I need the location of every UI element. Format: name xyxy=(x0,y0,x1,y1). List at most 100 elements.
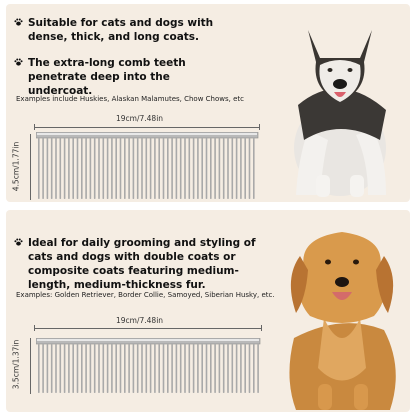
comb-image xyxy=(36,338,261,393)
comb-tooth xyxy=(218,344,221,393)
comb-tooth xyxy=(154,344,156,393)
comb-tooth xyxy=(192,138,195,199)
product-panel-long-coat: Suitable for cats and dogs with dense, t… xyxy=(6,4,410,202)
golden-retriever-photo xyxy=(289,232,396,410)
feature-bullet: The extra-long comb teeth penetrate deep… xyxy=(14,56,224,98)
comb-tooth xyxy=(175,138,178,199)
comb-tooth xyxy=(93,344,96,393)
comb-tooth xyxy=(72,138,74,199)
comb-tooth xyxy=(218,138,221,199)
feature-bullet: Suitable for cats and dogs with dense, t… xyxy=(14,16,224,44)
comb-tooth xyxy=(119,138,122,199)
comb-tooth xyxy=(184,344,186,393)
breed-examples: Examples include Huskies, Alaskan Malamu… xyxy=(16,95,244,103)
comb-tooth xyxy=(248,344,251,393)
comb-tooth xyxy=(149,138,152,199)
comb-tooth xyxy=(158,344,160,393)
comb-tooth xyxy=(205,344,208,393)
comb-tooth xyxy=(89,344,92,393)
comb-tooth xyxy=(68,344,70,393)
breed-examples: Examples: Golden Retriever, Border Colli… xyxy=(16,291,275,299)
feature-bullet: Ideal for daily grooming and styling of … xyxy=(14,236,274,292)
comb-tooth xyxy=(197,138,199,199)
comb-tooth xyxy=(72,344,74,393)
comb-tooth xyxy=(214,344,216,393)
comb-tooth xyxy=(141,138,143,199)
comb-tooth xyxy=(244,138,246,199)
comb-tooth xyxy=(192,344,195,393)
comb-tooth xyxy=(253,138,255,199)
comb-spine-highlight xyxy=(37,133,257,135)
comb-tooth xyxy=(136,138,139,199)
husky-photo xyxy=(294,30,386,197)
comb-tooth xyxy=(102,138,105,199)
comb-tooth xyxy=(42,138,44,199)
height-dimension-line xyxy=(30,338,31,394)
comb-tooth xyxy=(171,344,173,393)
comb-tooth xyxy=(214,138,216,199)
comb-tooth xyxy=(171,138,173,199)
comb-tooth xyxy=(128,344,130,393)
comb-tooth xyxy=(81,344,83,393)
comb-tooth xyxy=(167,344,169,393)
comb-tooth xyxy=(128,138,130,199)
comb-tooth xyxy=(124,344,126,393)
comb-tooth xyxy=(111,344,113,393)
comb-tooth xyxy=(145,344,148,393)
comb-tooth xyxy=(227,344,229,393)
comb-tooth xyxy=(145,138,148,199)
comb-height-label: 3.5cm/1.37in xyxy=(11,339,21,390)
comb-tooth xyxy=(63,138,66,199)
comb-tooth xyxy=(235,344,238,393)
comb-tooth xyxy=(111,138,113,199)
comb-tooth xyxy=(231,344,234,393)
comb-tooth xyxy=(162,138,165,199)
comb-tooth xyxy=(81,138,83,199)
comb-tooth xyxy=(167,138,169,199)
comb-tooth xyxy=(179,138,182,199)
feature-bullet-text: The extra-long comb teeth penetrate deep… xyxy=(28,57,186,97)
comb-tooth xyxy=(162,344,165,393)
comb-tooth xyxy=(46,138,49,199)
dimension-tick xyxy=(34,325,35,331)
comb-tooth xyxy=(93,138,96,199)
product-panel-medium-coat: Ideal for daily grooming and styling of … xyxy=(6,210,410,412)
comb-tooth xyxy=(46,344,49,393)
comb-tooth xyxy=(59,138,62,199)
comb-tooth xyxy=(222,138,225,199)
comb-tooth xyxy=(85,344,87,393)
comb-width-label: 19cm/7.48in xyxy=(116,114,164,123)
comb-tooth xyxy=(132,138,135,199)
comb-image xyxy=(36,132,259,199)
paw-icon xyxy=(14,238,23,246)
comb-tooth xyxy=(63,344,66,393)
comb-tooth xyxy=(175,344,178,393)
feature-bullet-text: Suitable for cats and dogs with dense, t… xyxy=(28,17,214,43)
comb-tooth xyxy=(210,344,212,393)
comb-tooth xyxy=(201,344,203,393)
comb-tooth xyxy=(68,138,70,199)
dimension-tick xyxy=(261,325,262,331)
comb-tooth xyxy=(205,138,208,199)
comb-tooth xyxy=(106,344,109,393)
comb-tooth xyxy=(42,344,44,393)
comb-tooth xyxy=(98,344,100,393)
comb-tooth xyxy=(248,138,251,199)
comb-tooth xyxy=(253,344,255,393)
comb-tooth xyxy=(38,138,40,199)
dimension-tick xyxy=(34,124,35,130)
feature-bullet-text: Ideal for daily grooming and styling of … xyxy=(28,237,256,291)
comb-tooth xyxy=(98,138,100,199)
comb-width-label: 19cm/7.48in xyxy=(116,316,164,325)
comb-tooth xyxy=(184,138,186,199)
comb-tooth xyxy=(50,344,53,393)
comb-tooth xyxy=(201,138,203,199)
comb-tooth xyxy=(76,344,79,393)
comb-height-label: 4.5cm/1.77in xyxy=(11,141,21,192)
comb-tooth xyxy=(257,344,259,393)
comb-tooth xyxy=(38,344,40,393)
comb-tooth xyxy=(222,344,225,393)
comb-tooth xyxy=(210,138,212,199)
width-dimension-line xyxy=(34,127,260,128)
comb-tooth xyxy=(136,344,139,393)
